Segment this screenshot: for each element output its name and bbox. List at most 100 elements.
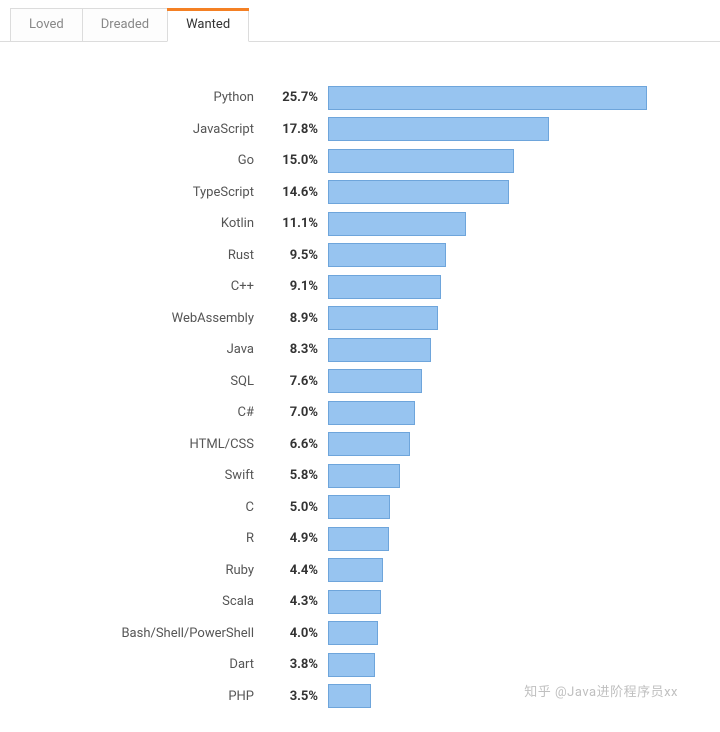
chart-row: Swift 5.8% [20, 460, 700, 492]
chart-row: R 4.9% [20, 523, 700, 555]
chart-row: Bash/Shell/PowerShell4.0% [20, 618, 700, 650]
language-percent: 6.6% [270, 437, 318, 452]
watermark: 知乎 @Java进阶程序员xx [524, 681, 678, 700]
row-label: HTML/CSS6.6% [20, 437, 328, 452]
language-name: TypeScript [193, 185, 254, 200]
bar-track [328, 401, 700, 425]
language-percent: 7.6% [270, 374, 318, 389]
bar-track [328, 621, 700, 645]
tabs-bar: LovedDreadedWanted [0, 0, 720, 42]
bar [328, 117, 549, 141]
language-percent: 3.5% [270, 689, 318, 704]
row-label: C5.0% [20, 500, 328, 515]
bar [328, 590, 381, 614]
row-label: Scala 4.3% [20, 594, 328, 609]
bar-track [328, 180, 700, 204]
tab-dreaded[interactable]: Dreaded [82, 8, 168, 41]
bar-track [328, 432, 700, 456]
chart-row: Rust 9.5% [20, 240, 700, 272]
language-percent: 3.8% [270, 657, 318, 672]
language-percent: 17.8% [270, 122, 318, 137]
language-name: Swift [225, 468, 254, 483]
chart-row: Scala 4.3% [20, 586, 700, 618]
language-percent: 25.7% [270, 90, 318, 105]
bar-track [328, 149, 700, 173]
bar [328, 212, 466, 236]
bar [328, 684, 371, 708]
language-name: C++ [231, 279, 254, 294]
chart-row: Dart3.8% [20, 649, 700, 681]
row-label: JavaScript 17.8% [20, 122, 328, 137]
chart-row: C#7.0% [20, 397, 700, 429]
language-name: R [246, 531, 254, 546]
row-label: C#7.0% [20, 405, 328, 420]
bar-track [328, 558, 700, 582]
bar-track [328, 306, 700, 330]
bar-track [328, 117, 700, 141]
bar-track [328, 590, 700, 614]
language-name: Scala [222, 594, 254, 609]
language-name: Ruby [225, 563, 254, 578]
language-percent: 15.0% [270, 153, 318, 168]
row-label: R 4.9% [20, 531, 328, 546]
language-percent: 11.1% [270, 216, 318, 231]
row-label: Python 25.7% [20, 90, 328, 105]
chart-row: JavaScript 17.8% [20, 114, 700, 146]
language-name: Go [238, 153, 254, 168]
chart-row: C5.0% [20, 492, 700, 524]
language-name: SQL [230, 374, 254, 389]
language-percent: 14.6% [270, 185, 318, 200]
bar-track [328, 653, 700, 677]
bar-track [328, 464, 700, 488]
tab-wanted[interactable]: Wanted [167, 8, 249, 42]
row-label: Java 8.3% [20, 342, 328, 357]
language-name: Java [227, 342, 254, 357]
bar [328, 149, 514, 173]
bar [328, 401, 415, 425]
bar-track [328, 338, 700, 362]
bar-track [328, 86, 700, 110]
chart-row: Go 15.0% [20, 145, 700, 177]
bar [328, 653, 375, 677]
row-label: Swift 5.8% [20, 468, 328, 483]
chart-row: Python 25.7% [20, 82, 700, 114]
bar-track [328, 275, 700, 299]
language-percent: 4.9% [270, 531, 318, 546]
wanted-languages-chart: Python 25.7% JavaScript 17.8% Go 15.0% TypeScr… [0, 42, 720, 732]
row-label: Bash/Shell/PowerShell4.0% [20, 626, 328, 641]
bar-track [328, 495, 700, 519]
language-percent: 5.8% [270, 468, 318, 483]
bar [328, 495, 390, 519]
chart-row: HTML/CSS6.6% [20, 429, 700, 461]
row-label: TypeScript 14.6% [20, 185, 328, 200]
row-label: Go 15.0% [20, 153, 328, 168]
bar [328, 243, 446, 267]
row-label: C++9.1% [20, 279, 328, 294]
language-percent: 4.3% [270, 594, 318, 609]
bar [328, 86, 647, 110]
bar [328, 306, 438, 330]
bar [328, 338, 431, 362]
language-percent: 8.9% [270, 311, 318, 326]
row-label: Dart3.8% [20, 657, 328, 672]
chart-row: C++9.1% [20, 271, 700, 303]
language-percent: 5.0% [270, 500, 318, 515]
language-name: Python [214, 90, 254, 105]
language-name: JavaScript [193, 122, 254, 137]
bar [328, 621, 378, 645]
bar [328, 275, 441, 299]
chart-row: Java 8.3% [20, 334, 700, 366]
language-name: Kotlin [221, 216, 254, 231]
language-percent: 9.5% [270, 248, 318, 263]
chart-row: Ruby4.4% [20, 555, 700, 587]
chart-row: SQL 7.6% [20, 366, 700, 398]
row-label: Kotlin 11.1% [20, 216, 328, 231]
language-percent: 4.0% [270, 626, 318, 641]
tab-loved[interactable]: Loved [10, 8, 83, 41]
bar [328, 180, 509, 204]
language-name: C# [238, 405, 254, 420]
bar [328, 527, 389, 551]
language-percent: 8.3% [270, 342, 318, 357]
chart-row: Kotlin 11.1% [20, 208, 700, 240]
language-name: Rust [228, 248, 254, 263]
